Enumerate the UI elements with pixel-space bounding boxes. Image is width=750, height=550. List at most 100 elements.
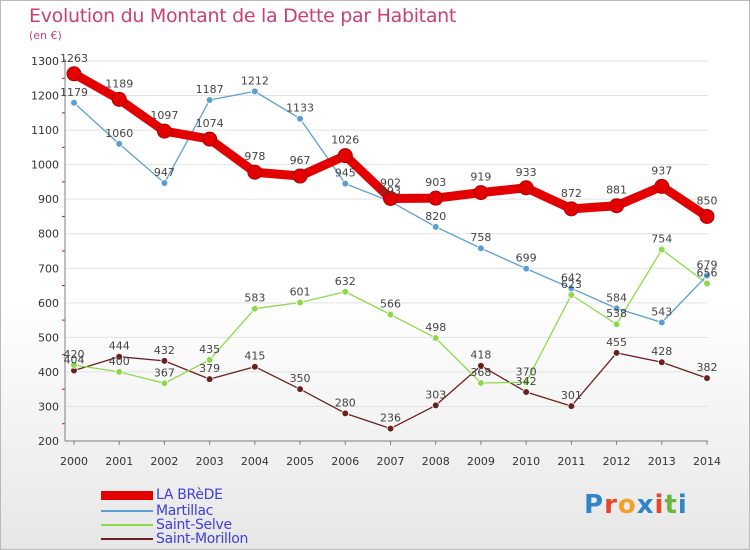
- data-label-saint-selve-2002: 367: [154, 366, 175, 379]
- data-label-saint-morillon-2005: 350: [290, 372, 311, 385]
- data-label-saint-morillon-2010: 342: [516, 375, 537, 388]
- y-tick-label-1300: 1300: [31, 55, 59, 68]
- chart-title: Evolution du Montant de la Dette par Hab…: [29, 5, 457, 27]
- data-point-la-brede-2013: [654, 178, 670, 194]
- data-label-martillac-2000: 1179: [60, 86, 88, 99]
- data-point-la-brede-2003: [202, 131, 218, 147]
- data-point-la-brede-2007: [383, 190, 398, 206]
- data-label-saint-selve-2004: 583: [244, 292, 265, 305]
- data-label-martillac-2006: 945: [335, 167, 356, 180]
- data-point-martillac-2000: [70, 99, 78, 107]
- data-point-saint-morillon-2014: [703, 374, 711, 382]
- data-label-la-brede-2011: 872: [561, 187, 582, 200]
- data-label-saint-morillon-2013: 428: [651, 345, 672, 358]
- y-tick-label-200: 200: [38, 435, 59, 448]
- legend-swatch-saint-selve: [101, 524, 153, 526]
- data-point-saint-morillon-2012: [612, 349, 621, 357]
- data-label-martillac-2002: 947: [154, 166, 175, 179]
- data-label-martillac-2004: 1212: [241, 74, 269, 87]
- y-tick-label-300: 300: [38, 400, 59, 413]
- data-point-saint-morillon-2010: [522, 388, 530, 396]
- legend-label-la-brede: LA BRèDE: [156, 487, 223, 503]
- y-tick-label-1200: 1200: [31, 90, 59, 103]
- data-label-saint-morillon-2012: 455: [606, 336, 627, 349]
- legend-item-saint-morillon: Saint-Morillon: [101, 531, 248, 547]
- data-label-saint-selve-2010: 370: [516, 365, 537, 378]
- data-point-la-brede-2012: [609, 198, 625, 214]
- x-tick-label-2004: 2004: [241, 455, 269, 468]
- data-point-martillac-2012: [612, 304, 621, 313]
- data-label-la-brede-2007: 902: [380, 176, 401, 189]
- legend-item-martillac: Martillac: [101, 503, 213, 519]
- data-point-saint-selve-2008: [431, 334, 440, 342]
- y-tick-label-500: 500: [38, 331, 59, 344]
- data-point-saint-morillon-2001: [115, 352, 124, 361]
- data-label-martillac-2008: 820: [425, 210, 446, 223]
- data-label-la-brede-2013: 937: [651, 164, 672, 177]
- data-point-martillac-2005: [296, 114, 304, 123]
- data-label-martillac-2009: 758: [470, 231, 491, 244]
- data-label-la-brede-2001: 1189: [105, 77, 133, 90]
- data-label-saint-selve-2000: 420: [64, 348, 85, 361]
- data-label-saint-morillon-2009: 418: [470, 349, 491, 362]
- x-tick-label-2002: 2002: [150, 455, 178, 468]
- data-point-martillac-2014: [703, 271, 711, 280]
- data-point-la-brede-2011: [563, 201, 579, 217]
- x-tick-label-2000: 2000: [60, 455, 88, 468]
- data-point-saint-selve-2000: [70, 361, 78, 369]
- data-point-saint-selve-2005: [296, 298, 304, 307]
- data-label-saint-morillon-2008: 303: [425, 388, 446, 401]
- data-point-la-brede-2006: [337, 148, 353, 164]
- data-label-saint-selve-2001: 400: [109, 355, 130, 368]
- x-tick-label-2006: 2006: [331, 455, 359, 468]
- data-label-martillac-2005: 1133: [286, 102, 314, 115]
- data-label-saint-selve-2008: 498: [425, 321, 446, 334]
- data-point-saint-morillon-2013: [657, 358, 666, 367]
- data-point-la-brede-2001: [111, 91, 127, 107]
- data-point-martillac-2010: [522, 264, 530, 273]
- data-label-saint-morillon-2004: 415: [244, 350, 265, 363]
- legend-label-martillac: Martillac: [156, 503, 214, 519]
- data-point-la-brede-2010: [518, 180, 534, 196]
- data-label-martillac-2014: 679: [697, 259, 718, 272]
- data-label-la-brede-2009: 919: [470, 171, 491, 184]
- x-tick-label-2003: 2003: [196, 455, 224, 468]
- data-label-la-brede-2003: 1074: [196, 117, 224, 130]
- data-label-la-brede-2006: 1026: [331, 134, 359, 147]
- data-point-martillac-2004: [251, 87, 259, 96]
- data-point-saint-morillon-2007: [386, 424, 395, 433]
- x-tick-label-2010: 2010: [512, 455, 540, 468]
- data-point-martillac-2011: [567, 284, 576, 293]
- data-label-la-brede-2012: 881: [606, 184, 627, 197]
- data-label-saint-morillon-2006: 280: [335, 396, 356, 409]
- data-point-la-brede-2009: [473, 185, 489, 201]
- x-tick-label-2007: 2007: [377, 455, 405, 468]
- data-label-saint-selve-2005: 601: [290, 285, 311, 298]
- x-tick-label-2009: 2009: [467, 455, 495, 468]
- data-point-saint-morillon-2002: [160, 357, 169, 365]
- legend-swatch-martillac: [101, 510, 153, 512]
- data-point-saint-morillon-2005: [296, 385, 304, 393]
- data-label-saint-morillon-2002: 432: [154, 344, 175, 357]
- data-label-saint-morillon-2011: 301: [561, 389, 582, 402]
- chart-unit-label: (en €): [29, 29, 62, 42]
- data-point-martillac-2008: [431, 223, 440, 231]
- data-label-martillac-2007: 893: [380, 185, 401, 198]
- x-tick-label-2005: 2005: [286, 455, 314, 468]
- data-label-saint-selve-2009: 368: [470, 366, 491, 379]
- y-tick-label-400: 400: [38, 366, 59, 379]
- x-tick-label-2001: 2001: [105, 455, 133, 468]
- data-label-saint-selve-2006: 632: [335, 275, 356, 288]
- data-point-la-brede-2005: [292, 168, 308, 184]
- y-tick-label-1000: 1000: [31, 159, 59, 172]
- x-tick-label-2011: 2011: [557, 455, 585, 468]
- data-point-saint-selve-2011: [567, 291, 576, 299]
- data-point-saint-selve-2007: [386, 310, 395, 319]
- legend-swatch-la-brede: [101, 490, 153, 500]
- proxiti-logo: Proxiti: [584, 490, 688, 520]
- data-label-martillac-2013: 543: [651, 306, 672, 319]
- data-point-la-brede-2008: [428, 190, 444, 206]
- data-label-saint-selve-2014: 656: [697, 266, 718, 279]
- legend-item-saint-selve: Saint-Selve: [101, 517, 232, 533]
